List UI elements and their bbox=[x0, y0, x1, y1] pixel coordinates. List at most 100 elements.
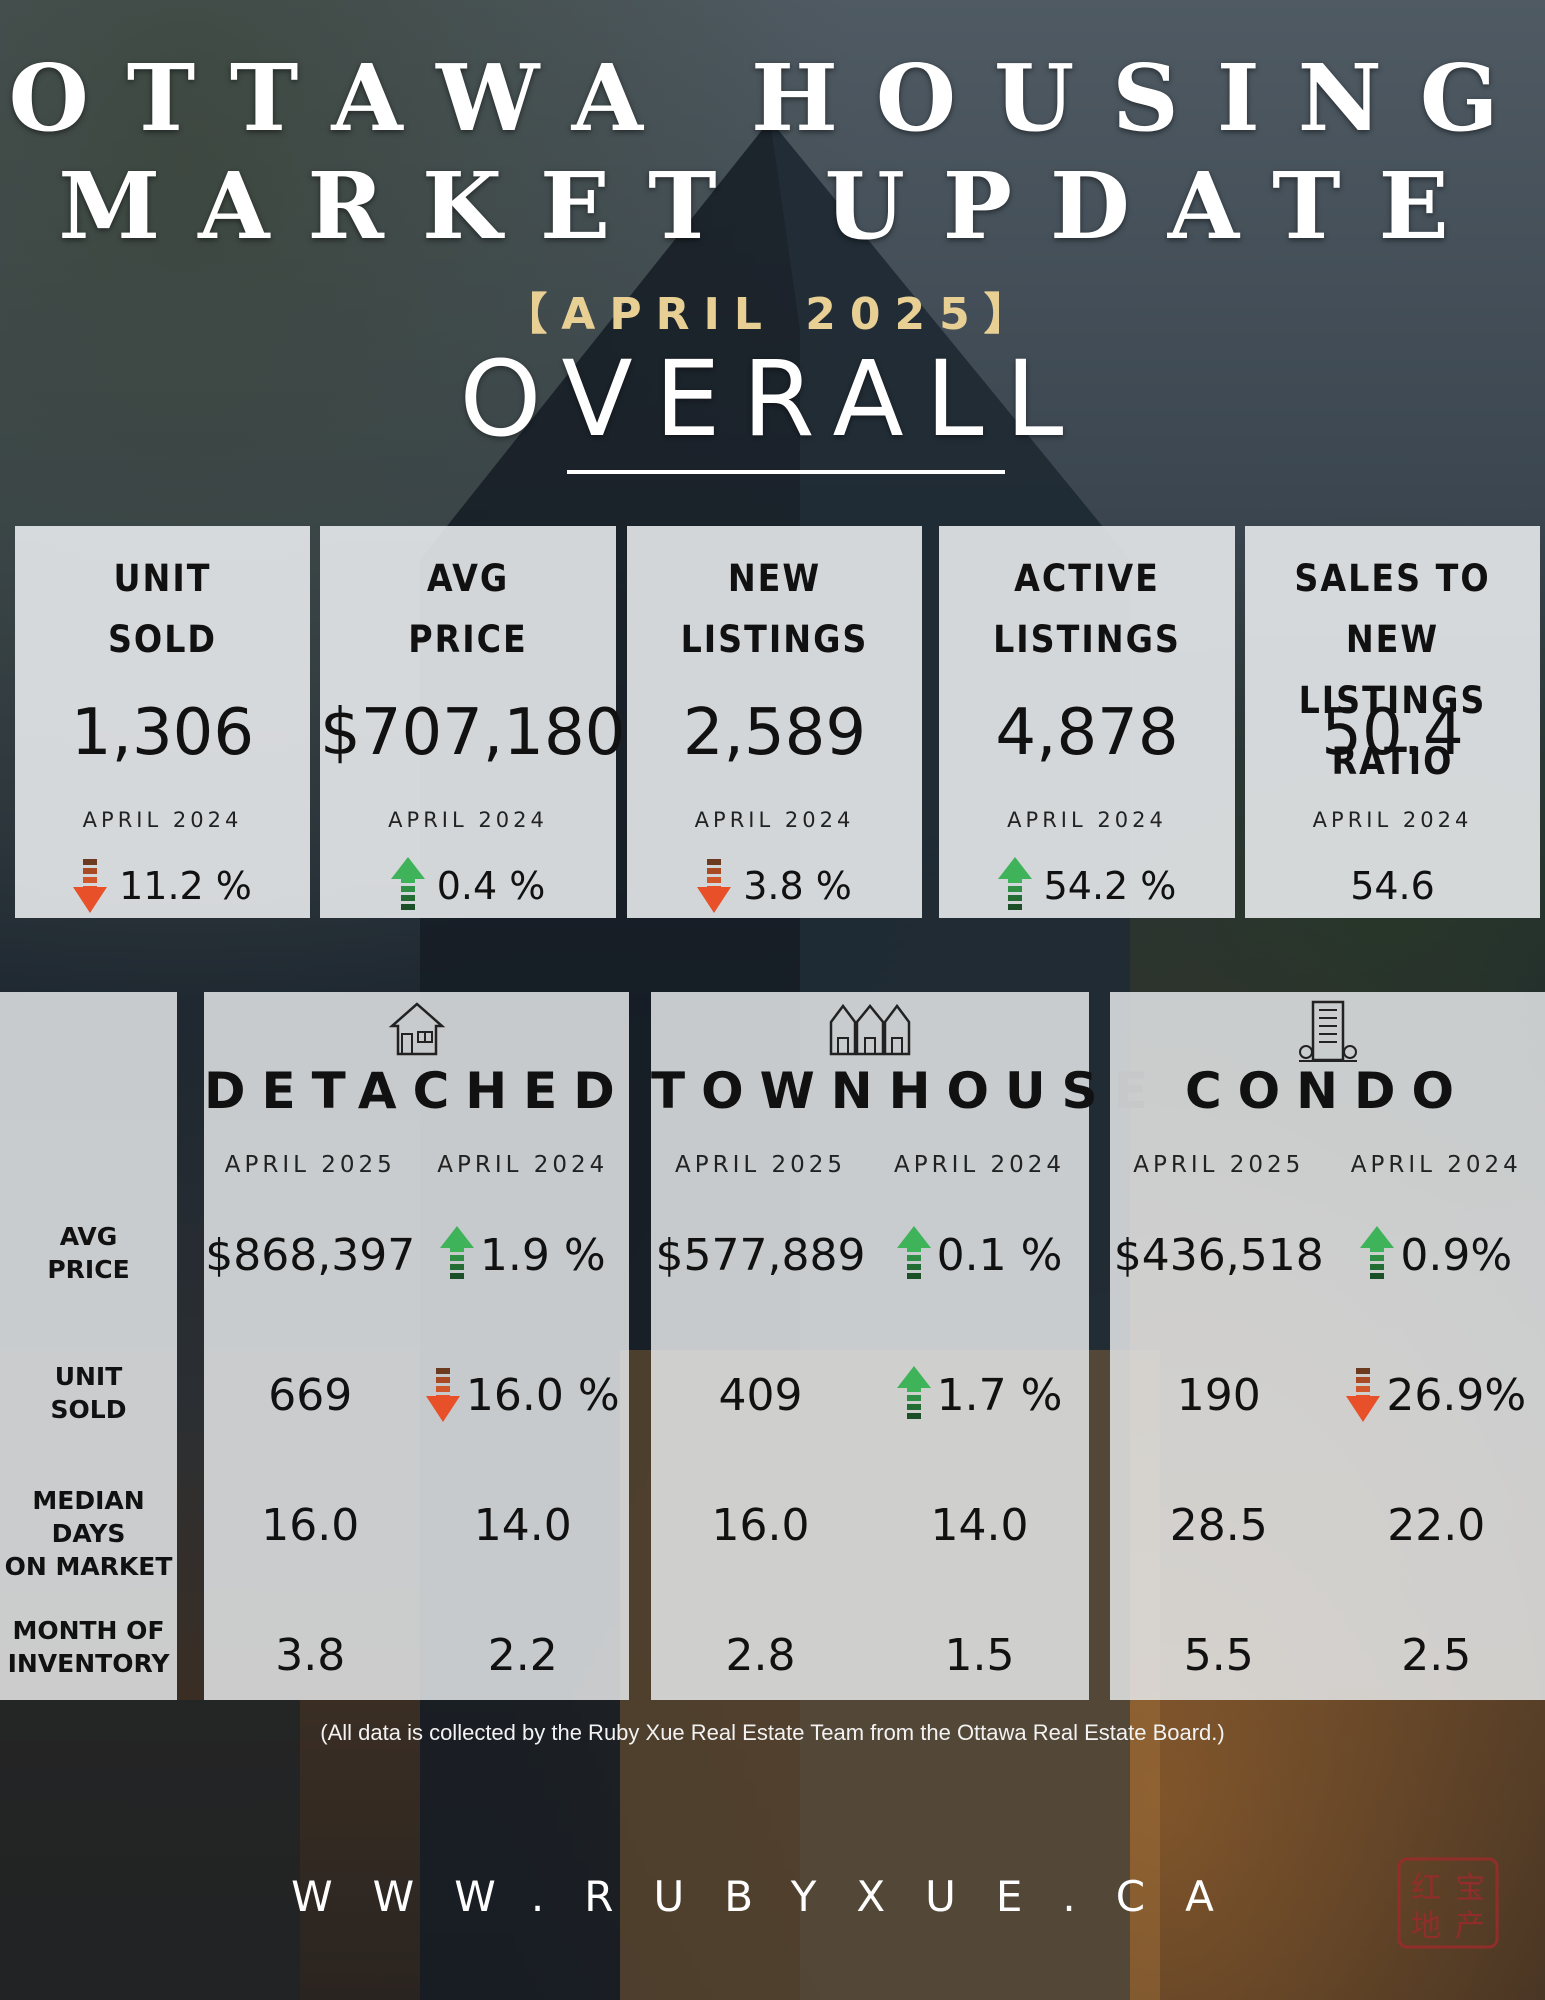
row-label-unit-sold: UNIT SOLD bbox=[0, 1360, 177, 1426]
card-change-value: 3.8 % bbox=[743, 864, 852, 908]
website-link[interactable]: WWW.RUBYXUE.CA bbox=[291, 1872, 1254, 1921]
card-label: NEW LISTINGS bbox=[627, 548, 922, 670]
column-header-2024: APRIL 2024 bbox=[893, 1152, 1066, 1178]
card-label: UNIT SOLD bbox=[15, 548, 310, 670]
svg-text:产: 产 bbox=[1455, 1909, 1485, 1944]
unit-sold-text: 669 bbox=[268, 1369, 353, 1421]
card-label-line: ACTIVE bbox=[1014, 557, 1160, 600]
house-icon bbox=[388, 1002, 445, 1056]
card-compare-label: APRIL 2024 bbox=[82, 808, 243, 832]
card-change-value: 0.4 % bbox=[436, 864, 546, 908]
title-line-2: MARKET UPDATE bbox=[58, 152, 1487, 260]
down-arrow-icon bbox=[425, 1368, 460, 1422]
svg-text:宝: 宝 bbox=[1455, 1871, 1485, 1906]
avg-price-change: 0.1 % bbox=[870, 1220, 1089, 1290]
data-source-note: (All data is collected by the Ruby Xue R… bbox=[320, 1720, 1225, 1745]
avg-price-change-text: 1.9 % bbox=[479, 1229, 606, 1281]
row-label-line: MEDIAN DAYS bbox=[32, 1486, 145, 1548]
down-arrow-icon bbox=[697, 859, 732, 913]
card-label: ACTIVE LISTINGS bbox=[939, 548, 1235, 670]
month-inventory-text: 2.8 bbox=[725, 1629, 796, 1681]
overall-card: NEW LISTINGS 2,589 APRIL 2024 3.8 % bbox=[627, 526, 922, 918]
card-label-line: SOLD bbox=[107, 618, 218, 661]
unit-sold-change: 26.9% bbox=[1328, 1360, 1545, 1430]
card-label-line: UNIT bbox=[113, 557, 212, 600]
median-days-text: 14.0 bbox=[930, 1499, 1029, 1551]
month-inventory-text: 5.5 bbox=[1183, 1629, 1254, 1681]
house-icon-wrap bbox=[388, 1000, 446, 1063]
median-days-text: 14.0 bbox=[473, 1499, 572, 1551]
card-change: 11.2 % bbox=[15, 856, 310, 916]
condo-building-icon-wrap bbox=[1298, 1000, 1357, 1069]
avg-price-change-text: 0.1 % bbox=[936, 1229, 1063, 1281]
card-value: 1,306 bbox=[70, 696, 255, 770]
row-label-line: AVG bbox=[59, 1222, 118, 1251]
unit-sold-change-text: 16.0 % bbox=[465, 1369, 620, 1421]
median-days-2025: 16.0 bbox=[651, 1490, 870, 1560]
svg-text:地: 地 bbox=[1411, 1909, 1441, 1944]
card-label: AVG PRICE bbox=[320, 548, 616, 670]
down-arrow-icon bbox=[1346, 1368, 1381, 1422]
card-label-line: LISTINGS RATIO bbox=[1298, 679, 1487, 783]
down-arrow-icon bbox=[73, 859, 108, 913]
card-compare-label: APRIL 2024 bbox=[388, 808, 548, 832]
card-value: 50.4 bbox=[1321, 696, 1464, 770]
card-change: 54.2 % bbox=[939, 856, 1235, 916]
avg-price-text: $577,889 bbox=[655, 1229, 866, 1281]
card-label-line: LISTINGS bbox=[993, 618, 1181, 661]
unit-sold-change: 1.7 % bbox=[870, 1360, 1089, 1430]
row-label-month-inventory: MONTH OF INVENTORY bbox=[0, 1614, 177, 1680]
month-inventory-2024: 2.2 bbox=[417, 1620, 630, 1690]
avg-price-text: $868,397 bbox=[205, 1229, 416, 1281]
row-label-line: INVENTORY bbox=[7, 1649, 170, 1678]
column-header-2024: APRIL 2024 bbox=[437, 1152, 609, 1178]
card-compare-label: APRIL 2024 bbox=[694, 808, 855, 832]
avg-price-change: 1.9 % bbox=[417, 1220, 630, 1290]
column-header-2025: APRIL 2025 bbox=[674, 1152, 847, 1178]
card-change-value: 11.2 % bbox=[119, 864, 252, 908]
card-value: 2,589 bbox=[682, 696, 867, 770]
median-days-text: 22.0 bbox=[1387, 1499, 1486, 1551]
card-label-line: AVG bbox=[426, 557, 510, 600]
month-inventory-2024: 2.5 bbox=[1328, 1620, 1545, 1690]
card-label-line: SALES TO NEW bbox=[1294, 557, 1491, 661]
column-header-2025: APRIL 2025 bbox=[1133, 1152, 1305, 1178]
month-inventory-text: 3.8 bbox=[275, 1629, 346, 1681]
row-label-line: ON MARKET bbox=[4, 1552, 173, 1581]
seal-logo: 红 宝 地 产 bbox=[1397, 1857, 1499, 1949]
card-label-line: NEW bbox=[727, 557, 822, 600]
median-days-text: 16.0 bbox=[261, 1499, 360, 1551]
column-header-2024: APRIL 2024 bbox=[1350, 1152, 1522, 1178]
up-arrow-icon bbox=[390, 857, 425, 910]
month-inventory-2024: 1.5 bbox=[870, 1620, 1089, 1690]
unit-sold-change: 16.0 % bbox=[417, 1360, 630, 1430]
condo-building-icon bbox=[1298, 1000, 1357, 1062]
report-period: 【APRIL 2025】 bbox=[503, 289, 1042, 340]
card-change: 3.8 % bbox=[627, 856, 922, 916]
median-days-2024: 22.0 bbox=[1328, 1490, 1545, 1560]
row-label-avg-price: AVG PRICE bbox=[0, 1220, 177, 1286]
avg-price-value: $436,518 bbox=[1110, 1220, 1328, 1290]
svg-text:红: 红 bbox=[1411, 1871, 1441, 1906]
month-inventory-2025: 2.8 bbox=[651, 1620, 870, 1690]
segment-panel-condo: CONDO APRIL 2025 APRIL 2024 $436,518 0.9% 190… bbox=[1110, 992, 1545, 1700]
overall-card: SALES TO NEW LISTINGS RATIO 50.4 APRIL 2024… bbox=[1245, 526, 1540, 918]
unit-sold-value: 190 bbox=[1110, 1360, 1328, 1430]
up-arrow-icon bbox=[439, 1226, 474, 1279]
unit-sold-value: 669 bbox=[204, 1360, 417, 1430]
median-days-text: 28.5 bbox=[1169, 1499, 1268, 1551]
avg-price-value: $577,889 bbox=[651, 1220, 870, 1290]
card-label: SALES TO NEW LISTINGS RATIO bbox=[1245, 548, 1540, 792]
card-change-value: 54.6 bbox=[1350, 864, 1435, 908]
median-days-2024: 14.0 bbox=[417, 1490, 630, 1560]
row-label-line: UNIT bbox=[54, 1362, 123, 1391]
segment-panel-detached: DETACHED APRIL 2025 APRIL 2024 $868,397 1.9 … bbox=[204, 992, 629, 1700]
card-change-value: 54.2 % bbox=[1043, 864, 1177, 908]
card-label-line: LISTINGS bbox=[680, 618, 869, 661]
row-labels-column: AVG PRICE UNIT SOLD MEDIAN DAYS ON MARKE… bbox=[0, 992, 177, 1700]
townhouse-icon-wrap bbox=[829, 1000, 911, 1063]
column-header-2025: APRIL 2025 bbox=[224, 1152, 396, 1178]
median-days-2025: 16.0 bbox=[204, 1490, 417, 1560]
up-arrow-icon bbox=[896, 1366, 931, 1419]
segment-title: CONDO bbox=[1184, 1062, 1471, 1120]
